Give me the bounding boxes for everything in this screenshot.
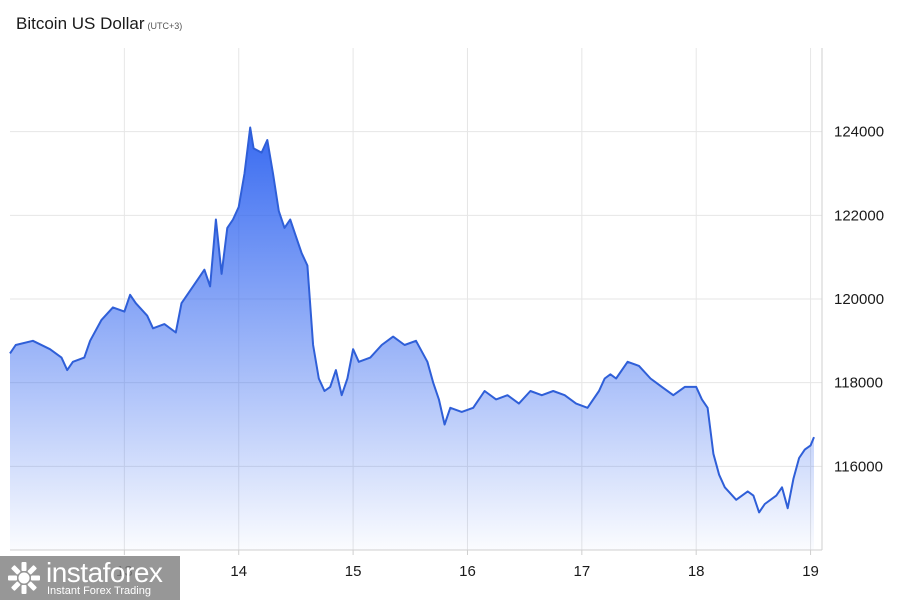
x-tick-label: 15 [345, 563, 362, 580]
instaforex-logo-icon [8, 562, 40, 594]
timezone-label: (UTC+3) [147, 21, 183, 31]
price-area-fill [10, 127, 814, 550]
brand-tagline: Instant Forex Trading [47, 585, 151, 597]
y-tick-label: 116000 [834, 458, 883, 475]
x-tick-label: 19 [802, 563, 819, 580]
y-tick-labels: 116000 118000 120000 122000 124000 [834, 124, 884, 476]
x-tick-label: 14 [230, 563, 247, 580]
price-line [9, 126, 815, 514]
area-series [9, 126, 815, 550]
y-tick-label: 118000 [834, 375, 883, 392]
y-tick-label: 124000 [834, 124, 884, 141]
y-tick-label: 122000 [834, 207, 884, 224]
y-tick-label: 120000 [834, 291, 884, 308]
x-tick-label: 16 [459, 563, 476, 580]
chart-title: Bitcoin US Dollar [16, 14, 145, 33]
chart-header: Bitcoin US Dollar (UTC+3) [16, 14, 182, 34]
x-tick-labels: 13141516171819 [116, 563, 819, 580]
axes [10, 48, 823, 555]
x-tick-label: 17 [573, 563, 590, 580]
brand-name: instaforex [46, 557, 163, 588]
x-tick-label: 18 [688, 563, 705, 580]
instaforex-watermark: instaforex Instant Forex Trading [0, 556, 180, 600]
